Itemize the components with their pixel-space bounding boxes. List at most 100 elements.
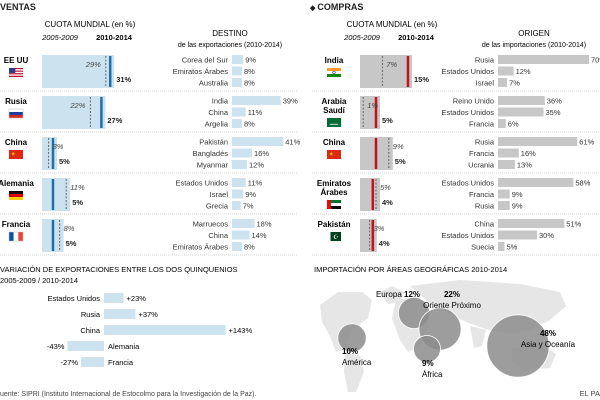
ventas-dest-value: 9% xyxy=(245,56,256,65)
ventas-dest-name: China xyxy=(208,108,228,117)
bubble-america: 10% América xyxy=(337,323,372,367)
compras-dest-bar xyxy=(498,137,578,146)
pakistan-flag-icon: ☪ xyxy=(327,232,341,241)
ventas-dest-bar xyxy=(232,242,242,251)
compras-row-pakistan: Pakistán ☪ 3% 4% China 51% Estados Unidos 30% Su… xyxy=(312,219,600,256)
right-panel: India 7% 15% Rusia 70% Estados Unidos 12% Israe… xyxy=(312,55,600,256)
ventas-share-2005-label: 11% xyxy=(70,183,85,192)
ventas-dest-bar xyxy=(232,96,281,105)
variation-row-estados-unidos: Estados Unidos +23% xyxy=(47,293,146,303)
ventas-dest-name: Pakistán xyxy=(199,138,228,147)
china-flag-icon: ★ xyxy=(327,150,341,159)
variation-bar xyxy=(104,325,226,335)
ventas-row-francia: Francia 8% 5% Marruecos 18% China 14% Emiratos … xyxy=(0,219,298,256)
ventas-dest-value: 8% xyxy=(244,79,255,88)
compras-dest-value: 5% xyxy=(507,243,518,252)
ventas-dest-value: 8% xyxy=(244,243,255,252)
ventas-dest-bar xyxy=(232,201,241,210)
variation-title: VARIACIÓN DE EXPORTACIONES ENTRE LOS DOS… xyxy=(0,265,238,274)
ventas-share-2005-label: 3% xyxy=(53,142,64,151)
compras-dest-bar xyxy=(498,160,515,169)
ventas-dest-name: Grecia xyxy=(206,202,229,211)
ventas-dest-bar xyxy=(232,219,255,228)
variation-row-rusia: Rusia +37% xyxy=(81,309,158,319)
ventas-dest-value: 11% xyxy=(248,179,263,188)
bubble-region: Asia y Oceanía xyxy=(521,340,576,349)
left-dest-title: DESTINO xyxy=(212,29,248,38)
variation-row-china: China +143% xyxy=(80,325,252,335)
variation-chart: Estados Unidos +23% Rusia +37% China +143% Ale… xyxy=(47,293,252,367)
compras-share-2010-label: 15% xyxy=(414,75,429,84)
bubble-region: Oriente Próximo xyxy=(423,301,481,310)
compras-dest-value: 51% xyxy=(566,220,581,229)
ventas-share-2010-label: 5% xyxy=(66,239,77,248)
ventas-row-china: China ★ 3% 5% Pakistán 41% Bangladés 16% Myanmar… xyxy=(0,137,301,174)
bubble-value: 10% xyxy=(342,347,358,356)
ventas-dest-name: Corea del Sur xyxy=(182,56,229,65)
compras-dest-name: Estados Unidos xyxy=(441,108,494,117)
compras-dest-bar xyxy=(498,107,544,117)
geo-title: IMPORTACIÓN POR ÁREAS GEOGRÁFICAS 2010-2… xyxy=(314,265,507,274)
ventas-dest-bar xyxy=(232,119,242,128)
ventas-share-2010-label: 27% xyxy=(107,116,122,125)
compras-dest-bar xyxy=(498,96,545,105)
ventas-dest-name: Emiratos Árabes xyxy=(173,243,229,252)
ventas-share-2005-label: 8% xyxy=(64,224,75,233)
bubble-asia-y-oceania: 48% Asia y Oceanía xyxy=(486,314,576,378)
bubble-value: 22% xyxy=(444,290,460,299)
ventas-country-label: Rusia xyxy=(5,97,27,106)
right-period-b: 2010-2014 xyxy=(398,33,435,42)
variation-value: -43% xyxy=(47,342,65,351)
ventas-dest-bar xyxy=(232,178,246,187)
ventas-dest-name: India xyxy=(212,97,229,106)
compras-dest-value: 36% xyxy=(547,97,562,106)
ventas-dest-value: 41% xyxy=(285,138,300,147)
ventas-dest-value: 9% xyxy=(245,190,256,199)
ventas-share-2005-label: 22% xyxy=(69,101,85,110)
ventas-dest-value: 12% xyxy=(249,161,264,170)
arabia-saudi-flag-icon xyxy=(327,118,341,127)
compras-share-area xyxy=(360,55,412,88)
emiratos-arabes-flag-icon xyxy=(327,200,341,209)
ventas-share-2010-label: 31% xyxy=(116,75,131,84)
ventas-country-label: EE UU xyxy=(4,56,29,65)
variation-bar xyxy=(67,341,104,351)
compras-dest-name: Rusia xyxy=(475,56,495,65)
ventas-share-area xyxy=(42,178,71,211)
ventas-dest-name: Australia xyxy=(199,79,229,88)
china-flag-icon: ★ xyxy=(9,150,23,159)
left-period-a: 2005-2009 xyxy=(41,33,79,42)
compras-dest-bar xyxy=(498,148,519,158)
right-period-a: 2005-2009 xyxy=(343,33,381,42)
ventas-dest-value: 8% xyxy=(244,67,255,76)
compras-dest-name: Estados Unidos xyxy=(441,179,494,188)
compras-dest-value: 7% xyxy=(509,79,520,88)
ventas-share-2010-label: 5% xyxy=(59,157,70,166)
compras-share-2005-label: 9% xyxy=(393,142,404,151)
ventas-dest-name: Myanmar xyxy=(197,161,229,170)
footer-brand: EL PA xyxy=(580,389,600,398)
variation-row-alemania: Alemania -43% xyxy=(47,341,140,351)
compras-country-label: Árabes xyxy=(320,188,348,197)
compras-dest-name: Francia xyxy=(469,190,495,199)
compras-dest-value: 35% xyxy=(546,108,561,117)
compras-country-label: China xyxy=(323,138,346,147)
variation-category: China xyxy=(80,326,100,335)
compras-country-label: Arabia xyxy=(322,97,347,106)
compras-share-2005-label: 3% xyxy=(374,224,385,233)
bubble-circle xyxy=(486,314,550,378)
ventas-dest-bar xyxy=(232,189,244,199)
compras-dest-value: 13% xyxy=(517,161,532,170)
ventas-row-rusia: Rusia 22% 27% India 39% China 11% Argelia 8% xyxy=(0,96,298,133)
compras-dest-name: Rusia xyxy=(475,202,495,211)
ventas-row-alemania: Alemania 11% 5% Estados Unidos 11% Israel 9% Gr… xyxy=(0,178,298,215)
compras-share-area xyxy=(360,178,380,211)
compras-share-2010-label: 4% xyxy=(379,239,390,248)
ventas-row-ee-uu: EE UU 29% 31% Corea del Sur 9% Emiratos Árabe… xyxy=(0,55,298,92)
geo-chart: Europa 12% 22% Oriente Próximo 48% Asia y Oc… xyxy=(320,280,576,392)
ventas-dest-value: 11% xyxy=(248,108,263,117)
compras-dest-bar xyxy=(498,119,506,128)
